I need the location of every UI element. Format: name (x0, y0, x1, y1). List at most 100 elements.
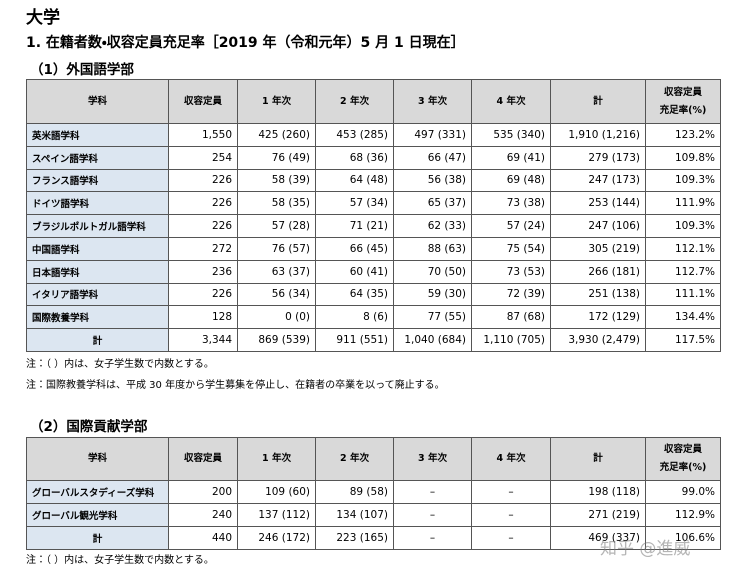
value-cell: 266 (181) (550, 259, 646, 284)
data-row: フランス語学科 226 58 (39) 64 (48) 56 (38) 69 (48) 24… (26, 168, 721, 193)
value-cell: 109 (60) (237, 480, 316, 504)
value-cell: 453 (285) (315, 123, 394, 147)
value-cell: 109.3% (645, 168, 721, 193)
value-cell: 535 (340) (471, 123, 551, 147)
value-cell: 71 (21) (315, 214, 394, 238)
value-cell: 123.2% (645, 123, 721, 147)
value-cell: – (471, 480, 551, 504)
value-cell: 172 (129) (550, 305, 646, 330)
value-cell: 279 (173) (550, 145, 646, 170)
value-cell: 63 (37) (237, 259, 316, 284)
value-cell: 869 (539) (237, 328, 316, 352)
data-row: ドイツ語学科 226 58 (35) 57 (34) 65 (37) 73 (38) 253… (26, 191, 721, 216)
value-cell: 73 (38) (471, 191, 551, 216)
value-cell: 69 (41) (471, 145, 551, 170)
value-cell: 56 (34) (237, 282, 316, 307)
column-header: 学科 (26, 79, 169, 124)
value-cell: 1,550 (168, 123, 238, 147)
column-header: 2 年次 (315, 79, 394, 124)
value-cell: 66 (47) (393, 145, 472, 170)
column-header: 計 (550, 79, 646, 124)
data-row: スペイン語学科 254 76 (49) 68 (36) 66 (47) 69 (41) 27… (26, 145, 721, 170)
value-cell: 111.1% (645, 282, 721, 307)
value-cell: 200 (168, 480, 238, 504)
value-cell: 8 (6) (315, 305, 394, 330)
column-header: 3 年次 (393, 79, 472, 124)
column-header: 1 年次 (237, 437, 316, 481)
value-cell: 128 (168, 305, 238, 330)
value-cell: 253 (144) (550, 191, 646, 216)
value-cell: 272 (168, 236, 238, 261)
value-cell: 111.9% (645, 191, 721, 216)
value-cell: 57 (34) (315, 191, 394, 216)
column-header: 学科 (26, 437, 169, 481)
value-cell: 271 (219) (550, 503, 646, 527)
value-cell: 1,110 (705) (471, 328, 551, 352)
section-heading: 1. 在籍者数・収容定員充足率［2019 年（令和元年）5 月 1 日現在］ (26, 35, 465, 51)
data-row: ブラジルポルトガル語学科 226 57 (28) 71 (21) 62 (33) 57 (… (26, 214, 721, 238)
value-cell: 236 (168, 259, 238, 284)
value-cell: 134.4% (645, 305, 721, 330)
value-cell: 62 (33) (393, 214, 472, 238)
data-row: イタリア語学科 226 56 (34) 64 (35) 59 (30) 72 (39) 25… (26, 282, 721, 307)
page-title: 大学 (26, 8, 60, 28)
header-row: 学科 収容定員 1 年次 2 年次 3 年次 4 年次計収容定員 充足率(%) (26, 79, 721, 124)
value-cell: 89 (58) (315, 480, 394, 504)
value-cell: 911 (551) (315, 328, 394, 352)
value-cell: 226 (168, 168, 238, 193)
column-header: 4 年次 (471, 437, 551, 481)
header-line: 充足率(%) (659, 104, 707, 116)
column-header: 計 (550, 437, 646, 481)
department-cell: グローバルスタディーズ学科 (26, 480, 169, 504)
table-heading: （2）国際貢献学部 (30, 419, 148, 435)
total-row: 計 3,344 869 (539) 911 (551) 1,040 (684) 1,110… (26, 328, 721, 352)
total-row: 計 440 246 (172) 223 (165) – –469 (337) 106.6% (26, 526, 721, 550)
data-row: 日本語学科 236 63 (37) 60 (41) 70 (50) 73 (53) 266 … (26, 259, 721, 284)
column-header: 2 年次 (315, 437, 394, 481)
data-row: グローバル観光学科 240 137 (112) 134 (107) – –271 (219… (26, 503, 721, 527)
table-heading: （1）外国語学部 (30, 62, 134, 78)
value-cell: 58 (39) (237, 168, 316, 193)
department-cell: イタリア語学科 (26, 282, 169, 307)
value-cell: 425 (260) (237, 123, 316, 147)
value-cell: 1,910 (1,216) (550, 123, 646, 147)
column-header: 収容定員 充足率(%) (645, 437, 721, 481)
department-cell: ブラジルポルトガル語学科 (26, 214, 169, 238)
value-cell: 76 (57) (237, 236, 316, 261)
value-cell: 223 (165) (315, 526, 394, 550)
value-cell: 3,344 (168, 328, 238, 352)
value-cell: 247 (173) (550, 168, 646, 193)
value-cell: 70 (50) (393, 259, 472, 284)
value-cell: 112.9% (645, 503, 721, 527)
value-cell: – (393, 503, 472, 527)
data-row: グローバルスタディーズ学科 200 109 (60) 89 (58) – –198 (11… (26, 480, 721, 504)
header-line: 収容定員 (663, 86, 702, 98)
department-cell: フランス語学科 (26, 168, 169, 193)
column-header: 収容定員 (168, 79, 238, 124)
value-cell: 75 (54) (471, 236, 551, 261)
value-cell: 0 (0) (237, 305, 316, 330)
value-cell: 226 (168, 191, 238, 216)
department-cell: 日本語学科 (26, 259, 169, 284)
value-cell: 117.5% (645, 328, 721, 352)
value-cell: 109.3% (645, 214, 721, 238)
value-cell: 57 (28) (237, 214, 316, 238)
value-cell: 57 (24) (471, 214, 551, 238)
value-cell: 134 (107) (315, 503, 394, 527)
value-cell: 497 (331) (393, 123, 472, 147)
header-line: 充足率(%) (659, 462, 707, 473)
value-cell: 226 (168, 282, 238, 307)
value-cell: 76 (49) (237, 145, 316, 170)
value-cell: 65 (37) (393, 191, 472, 216)
value-cell: 58 (35) (237, 191, 316, 216)
value-cell: 251 (138) (550, 282, 646, 307)
value-cell: – (393, 480, 472, 504)
department-cell: 計 (26, 526, 169, 550)
value-cell: 72 (39) (471, 282, 551, 307)
value-cell: 3,930 (2,479) (550, 328, 646, 352)
data-row: 中国語学科 272 76 (57) 66 (45) 88 (63) 75 (54) 305 … (26, 236, 721, 261)
value-cell: 69 (48) (471, 168, 551, 193)
data-table: 学科 収容定員 1 年次 2 年次 3 年次 4 年次計収容定員 充足率(%) グローバルスタ… (26, 437, 721, 550)
value-cell: 64 (48) (315, 168, 394, 193)
